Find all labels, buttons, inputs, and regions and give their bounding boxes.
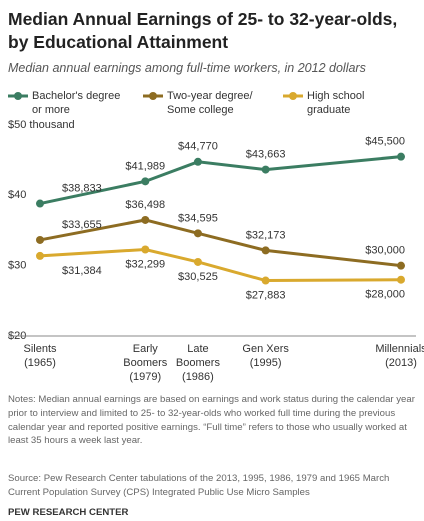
legend-marker: [14, 92, 22, 100]
data-label: $34,595: [178, 212, 218, 224]
x-tick-label: (1965): [24, 357, 56, 369]
x-tick-label: Millennials: [375, 343, 424, 355]
data-point: [141, 245, 150, 254]
legend-marker: [149, 92, 157, 100]
y-tick-label: $30: [8, 260, 26, 272]
data-label: $44,770: [178, 141, 218, 153]
legend-label: graduate: [307, 104, 350, 116]
legend-label: High school: [307, 90, 364, 102]
legend-label: or more: [32, 104, 70, 116]
data-point: [397, 152, 405, 161]
legend-label: Some college: [167, 104, 234, 116]
chart-subtitle: Median annual earnings among full-time w…: [8, 61, 366, 75]
data-label: $33,655: [62, 219, 102, 231]
y-tick-label: $50 thousand: [8, 119, 75, 131]
data-point: [397, 261, 405, 270]
x-tick-label: Gen Xers: [242, 343, 289, 355]
y-tick-label: $40: [8, 189, 26, 201]
data-point: [397, 275, 405, 284]
data-label: $38,833: [62, 182, 102, 194]
data-point: [261, 246, 270, 255]
source: Source: Pew Research Center tabulations …: [8, 473, 390, 498]
data-label: $32,173: [246, 229, 286, 241]
footer: PEW RESEARCH CENTER: [8, 507, 129, 518]
x-tick-label: (1979): [129, 371, 161, 383]
legend-label: Bachelor's degree: [32, 90, 120, 102]
data-label: $30,525: [178, 271, 218, 283]
data-label: $41,989: [125, 160, 165, 172]
data-label: $32,299: [125, 258, 165, 270]
legend-marker: [289, 92, 297, 100]
data-point: [261, 276, 270, 285]
legend-label: Two-year degree/: [167, 90, 254, 102]
data-label: $31,384: [62, 265, 102, 277]
series-line: [39, 155, 402, 206]
x-tick-label: Boomers: [176, 357, 221, 369]
data-point: [36, 251, 44, 260]
data-point: [141, 215, 150, 224]
data-point: [141, 177, 150, 186]
x-tick-label: (1995): [250, 357, 282, 369]
x-tick-label: Boomers: [123, 357, 168, 369]
data-point: [261, 165, 270, 174]
data-label: $36,498: [125, 199, 165, 211]
data-label: $43,663: [246, 148, 286, 160]
data-label: $28,000: [365, 289, 405, 301]
x-tick-label: Early: [133, 343, 159, 355]
data-label: $27,883: [246, 289, 286, 301]
notes: Notes: Median annual earnings are based …: [8, 394, 415, 447]
x-tick-label: (1986): [182, 371, 214, 383]
data-point: [36, 235, 44, 244]
data-point: [193, 229, 202, 238]
data-label: $30,000: [365, 245, 405, 257]
x-tick-label: (2013): [385, 357, 417, 369]
chart: $50 thousand$40$30$20Silents(1965)EarlyB…: [8, 90, 424, 383]
x-tick-label: Silents: [23, 343, 57, 355]
data-point: [193, 157, 202, 166]
x-tick-label: Late: [187, 343, 208, 355]
data-point: [193, 257, 202, 266]
data-point: [36, 199, 44, 208]
chart-title: Median Annual Earnings of 25- to 32-year…: [8, 9, 398, 52]
data-label: $45,500: [365, 136, 405, 148]
